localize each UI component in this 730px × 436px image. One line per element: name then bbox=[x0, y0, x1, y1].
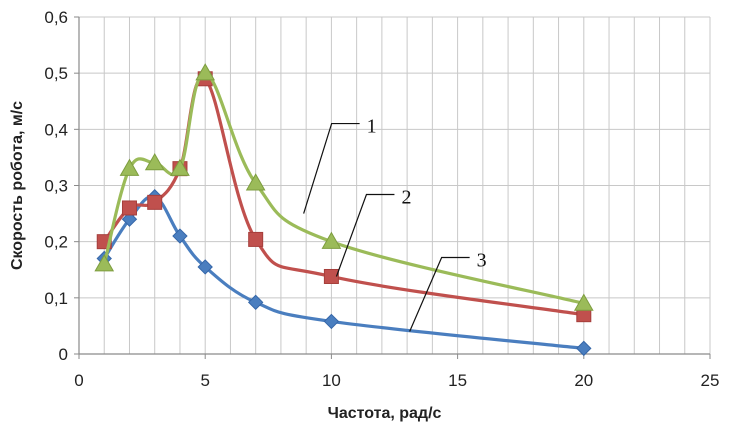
data-point bbox=[144, 153, 165, 171]
data-point bbox=[172, 228, 188, 244]
y-tick-label: 0,3 bbox=[44, 177, 68, 196]
x-tick-label: 25 bbox=[701, 371, 720, 390]
axes bbox=[74, 16, 711, 359]
series-line-3 bbox=[102, 194, 584, 350]
data-point bbox=[248, 231, 264, 247]
y-tick-label: 0,6 bbox=[44, 8, 68, 27]
data-point bbox=[121, 200, 137, 216]
data-point bbox=[323, 313, 340, 330]
data-point bbox=[119, 158, 140, 176]
series-1 bbox=[94, 63, 594, 311]
x-tick-label: 5 bbox=[200, 371, 209, 390]
y-tick-label: 0,2 bbox=[44, 233, 68, 252]
data-point bbox=[576, 340, 592, 357]
data-point bbox=[247, 294, 264, 311]
data-point bbox=[323, 268, 339, 284]
series-group bbox=[94, 63, 594, 357]
grid bbox=[79, 16, 711, 354]
y-tick-label: 0 bbox=[59, 345, 68, 364]
annotation-label-1: 1 bbox=[367, 116, 377, 138]
annotations: 1 2 3 bbox=[303, 116, 487, 332]
x-tick-label: 0 bbox=[74, 371, 83, 390]
annotation-leader-2 bbox=[335, 193, 395, 277]
y-tick-label: 0,5 bbox=[44, 64, 68, 83]
annotation-2: 2 bbox=[335, 186, 411, 277]
data-point bbox=[121, 211, 138, 227]
y-axis-title: Скорость робота, м/с bbox=[9, 101, 26, 270]
x-axis-title: Частота, рад/с bbox=[328, 405, 442, 422]
series-line-1 bbox=[102, 71, 585, 306]
data-point bbox=[321, 231, 342, 249]
data-point bbox=[147, 194, 163, 210]
annotation-leader-3 bbox=[409, 256, 470, 332]
y-tick-label: 0,1 bbox=[44, 289, 68, 308]
data-point bbox=[245, 173, 266, 191]
annotation-label-2: 2 bbox=[401, 186, 411, 208]
annotation-1: 1 bbox=[303, 116, 377, 214]
series-line-2 bbox=[102, 75, 585, 317]
tick-labels: 0 5 10 15 20 25 0 0,1 0,2 0,3 0,4 0,5 0,6 bbox=[44, 8, 719, 390]
x-tick-label: 20 bbox=[574, 371, 593, 390]
series-3 bbox=[96, 189, 592, 357]
x-tick-label: 15 bbox=[448, 371, 467, 390]
x-tick-label: 10 bbox=[322, 371, 341, 390]
data-point bbox=[197, 259, 213, 275]
annotation-3: 3 bbox=[409, 250, 487, 332]
data-point bbox=[573, 293, 594, 311]
annotation-label-3: 3 bbox=[477, 250, 487, 272]
y-tick-label: 0,4 bbox=[44, 120, 68, 139]
annotation-leader-1 bbox=[303, 122, 360, 214]
data-point bbox=[94, 254, 115, 272]
data-point bbox=[170, 158, 190, 176]
series-2 bbox=[96, 71, 592, 323]
data-point bbox=[195, 63, 216, 81]
